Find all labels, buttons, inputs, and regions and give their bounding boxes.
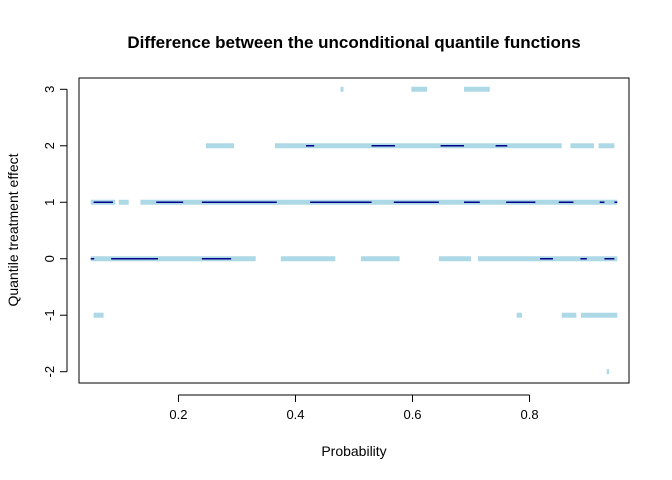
y-tick-label: -1	[42, 309, 57, 321]
x-tick-label: 0.6	[403, 407, 421, 422]
y-tick-label: 2	[42, 142, 57, 149]
y-tick-label: 0	[42, 255, 57, 262]
x-tick-label: 0.8	[520, 407, 538, 422]
y-tick-label: 1	[42, 199, 57, 206]
x-axis-label: Probability	[321, 443, 386, 459]
x-tick-label: 0.2	[169, 407, 187, 422]
y-tick-label: -2	[42, 366, 57, 378]
y-tick-label: 3	[42, 86, 57, 93]
y-axis-label: Quantile treatment effect	[5, 153, 21, 306]
chart-title: Difference between the unconditional qua…	[127, 33, 580, 52]
x-tick-label: 0.4	[286, 407, 304, 422]
plot-area: 0.2 0.4 0.6 0.8 -2 -1 0 1 2 3	[42, 77, 630, 422]
plot-frame	[78, 77, 630, 384]
